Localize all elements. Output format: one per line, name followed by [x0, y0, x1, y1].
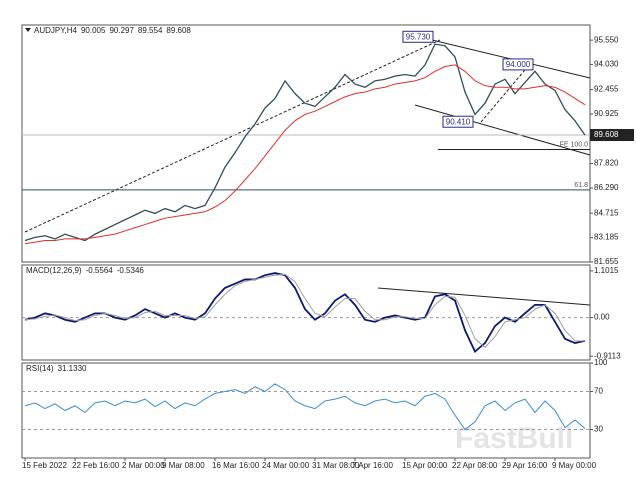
x-tick-label: 9 Mar 08:00: [162, 461, 205, 470]
x-tick-label: 15 Apr 00:00: [402, 461, 448, 470]
macd-panel: [21, 264, 591, 361]
series-line: [24, 43, 586, 242]
annotation-box: [402, 30, 434, 43]
series-line: [24, 64, 586, 245]
x-tick-label: 7 Apr 16:00: [352, 461, 393, 470]
series-line: [24, 383, 586, 431]
y-tick-label: 81.655: [594, 257, 619, 266]
y-tick-label: 83.185: [594, 233, 619, 242]
x-tick-label: 9 May 00:00: [552, 461, 597, 470]
collapse-icon: [25, 28, 31, 32]
fibo-line: [480, 63, 531, 123]
last-price-label: 89.608: [594, 130, 619, 139]
x-tick-label: 22 Apr 08:00: [452, 461, 498, 470]
y-tick-label: 30: [594, 425, 603, 434]
annotation-box: [502, 58, 534, 71]
y-tick-label: -0.9113: [594, 351, 621, 360]
y-tick-label: 95.550: [594, 35, 619, 44]
header-value: 89.554: [138, 26, 163, 35]
channel-lower: [414, 104, 591, 156]
y-tick-label: 0.00: [594, 313, 610, 322]
annotation-label: 95.730: [406, 32, 431, 41]
x-tick-label: 2 Mar 00:00: [122, 461, 165, 470]
y-tick-label: 70: [594, 387, 603, 396]
indicator-title: RSI(14): [26, 364, 54, 373]
indicator-title: MACD(12,26,9): [26, 266, 82, 275]
header-value: 90.005: [81, 26, 106, 35]
level-label: FE 100.0: [560, 141, 589, 148]
y-tick-label: 87.820: [594, 159, 619, 168]
y-tick-label: 84.715: [594, 208, 619, 217]
header-value: 89.608: [166, 26, 191, 35]
annotation-box: [442, 115, 474, 128]
y-tick-label: 1.1015: [594, 266, 619, 275]
x-tick-label: 31 Mar 08:00: [312, 461, 360, 470]
y-tick-label: 92.455: [594, 85, 619, 94]
last-price-box: [590, 129, 634, 142]
macd-trendline: [377, 287, 591, 306]
rsi-panel: [21, 362, 591, 459]
series-line: [24, 273, 585, 348]
y-tick-label: 94.030: [594, 60, 619, 69]
header-value: -0.5564: [86, 266, 114, 275]
watermark: FastBull: [455, 422, 573, 455]
annotation-label: 90.410: [446, 117, 471, 126]
x-tick-label: 29 Apr 16:00: [502, 461, 548, 470]
x-tick-label: 15 Feb 2022: [22, 461, 67, 470]
y-tick-label: 90.925: [594, 109, 619, 118]
y-tick-label: 100: [594, 358, 608, 367]
x-tick-label: 24 Mar 00:00: [262, 461, 310, 470]
trendline: [24, 39, 441, 233]
y-tick-label: 86.290: [594, 183, 619, 192]
indicator-title: AUDJPY,H4: [34, 26, 78, 35]
x-tick-label: 22 Feb 16:00: [72, 461, 120, 470]
header-value: 31.1330: [58, 364, 87, 373]
header-value: -0.5346: [117, 266, 145, 275]
header-value: 90.297: [109, 26, 134, 35]
price-panel: [21, 24, 591, 263]
series-line: [24, 272, 586, 353]
annotation-label: 94.000: [506, 60, 531, 69]
level-label: 61.8: [574, 182, 588, 189]
x-tick-label: 16 Mar 16:00: [212, 461, 260, 470]
